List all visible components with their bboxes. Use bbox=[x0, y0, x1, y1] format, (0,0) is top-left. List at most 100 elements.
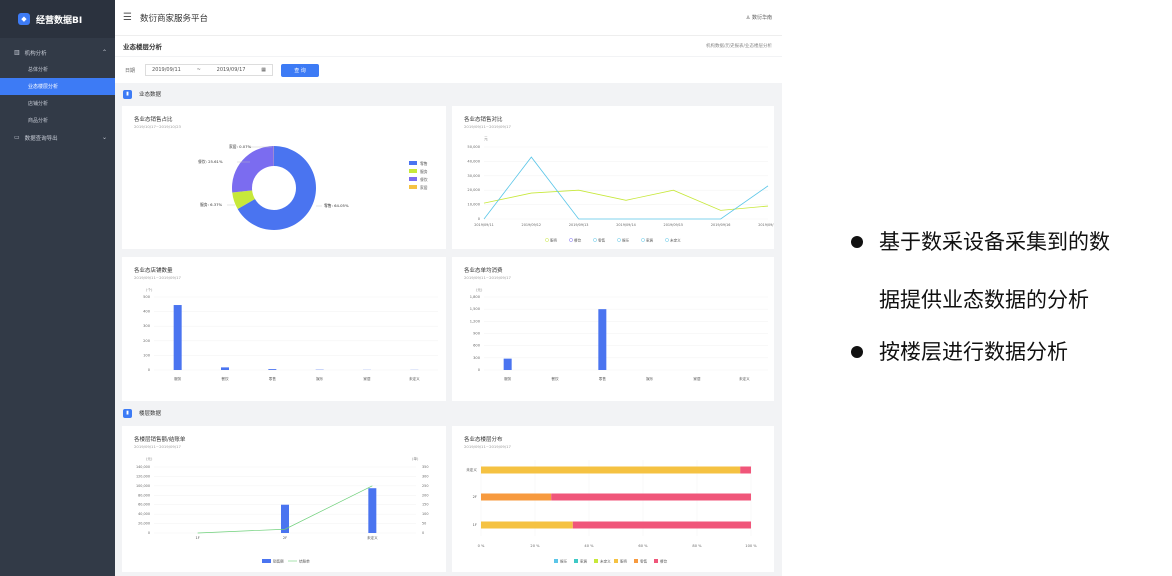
bullet-text: 按楼层进行数据分析 bbox=[879, 340, 1068, 364]
legend-label: 娱乐 bbox=[560, 559, 568, 564]
end-date[interactable]: 2019/09/17 bbox=[216, 67, 246, 73]
legend-label: 餐饮 bbox=[574, 238, 582, 243]
bullet-dot bbox=[851, 236, 863, 248]
sidebar-item-goods[interactable]: 商品分析 bbox=[28, 118, 49, 124]
x-tick-label: 零售 bbox=[599, 376, 607, 381]
y-tick-label: 30,000 bbox=[467, 174, 480, 178]
sidebar-group-analysis[interactable]: ▥ 机构分析 ⌃ bbox=[0, 44, 115, 61]
card-title: 各业态销售对比 bbox=[464, 117, 503, 123]
legend-label: 家居 bbox=[580, 559, 588, 564]
legend-marker bbox=[665, 238, 669, 242]
bullet-notes: 基于数采设备采集到的数 据提供业态数据的分析 按楼层进行数据分析 bbox=[850, 228, 1170, 366]
date-label: 日期 bbox=[125, 67, 136, 74]
x-tick-label: 零售 bbox=[269, 376, 277, 381]
user-menu[interactable]: ♙ 数衍华南 bbox=[745, 15, 772, 21]
legend-label: 零售 bbox=[420, 161, 428, 166]
axis-unit: 元 bbox=[484, 136, 488, 141]
date-range-picker[interactable]: 2019/09/11 ~2019/09/17 ▦ bbox=[145, 64, 274, 76]
legend-label: 家居 bbox=[420, 185, 428, 190]
series-line bbox=[197, 485, 373, 534]
x-tick-label: 0 % bbox=[478, 544, 485, 548]
line-card: 各业态销售对比 2019/09/11~2019/09/17 元 50,000 40,… bbox=[452, 106, 774, 249]
slice-label: 家居: 0.07% bbox=[229, 144, 252, 149]
card-title: 各业态楼层分布 bbox=[464, 437, 503, 443]
donut-slice bbox=[232, 190, 255, 210]
section-floor-header: ▮ 楼层数据 bbox=[115, 402, 161, 424]
y-right-tick-label: 300 bbox=[422, 474, 428, 478]
start-date[interactable]: 2019/09/11 bbox=[152, 67, 181, 73]
chart-icon: ▥ bbox=[14, 49, 20, 56]
series-line bbox=[483, 189, 769, 211]
avg-card: 各业态单均消费 2019/09/11~2019/09/17 (元) 1,800 1,… bbox=[452, 257, 774, 401]
x-tick-label: 100 % bbox=[745, 544, 757, 548]
y-right-tick-label: 150 bbox=[422, 503, 428, 507]
legend-marker bbox=[593, 238, 597, 242]
sidebar-item-format-floor[interactable]: 业态楼层分析 bbox=[0, 78, 115, 95]
bar-segment bbox=[481, 466, 741, 474]
x-tick-label: 服务 bbox=[504, 376, 512, 381]
bar bbox=[281, 504, 289, 533]
legend-swatch bbox=[409, 169, 417, 173]
y-tick-label: 100,000 bbox=[136, 484, 150, 488]
y-right-tick-label: 100 bbox=[422, 512, 428, 516]
query-button[interactable]: 查 询 bbox=[281, 63, 320, 77]
donut-slice bbox=[237, 146, 316, 230]
legend-label: 服务 bbox=[550, 238, 558, 243]
legend-label: 餐饮 bbox=[660, 559, 668, 564]
legend-label: 零售 bbox=[598, 238, 606, 243]
x-tick-label: 未定义 bbox=[739, 376, 750, 381]
legend-label: 娱乐 bbox=[622, 238, 630, 243]
y-tick-label: 20,000 bbox=[467, 188, 480, 192]
legend-label: 结账单 bbox=[299, 559, 310, 564]
donut-card: 各业态销售占比 2019/10/17~2019/10/23 家居: 0.07% 餐… bbox=[122, 106, 446, 249]
legend-swatch bbox=[554, 559, 558, 563]
app-logo[interactable]: ◆ 经营数据BI bbox=[0, 0, 115, 38]
x-tick-label: 2F bbox=[283, 536, 287, 540]
x-tick-label: 40 % bbox=[584, 544, 594, 548]
section-title: 楼层数据 bbox=[139, 411, 162, 417]
legend-label: 家居 bbox=[646, 238, 654, 243]
x-tick-label: 家居 bbox=[363, 376, 371, 381]
y-right-tick-label: 350 bbox=[422, 465, 428, 469]
card-subtitle: 2019/10/17~2019/10/23 bbox=[134, 124, 181, 129]
x-tick-label: 餐饮 bbox=[551, 376, 559, 381]
legend-label: 服务 bbox=[420, 169, 428, 174]
legend-marker bbox=[641, 238, 645, 242]
floor-sales-chart: (元) (单) 140,000 120,000 100,000 80,000 60,000 4… bbox=[136, 456, 429, 564]
y-tick-label: 2F bbox=[473, 495, 477, 499]
x-tick-label: 服务 bbox=[174, 376, 182, 381]
bullet-item: 基于数采设备采集到的数 据提供业态数据的分析 bbox=[850, 228, 1170, 314]
x-tick-label: 2019/09/13 bbox=[569, 223, 589, 227]
y-tick-label: 0 bbox=[478, 217, 481, 221]
range-separator: ~ bbox=[196, 67, 201, 73]
y-tick-label: 80,000 bbox=[138, 493, 150, 497]
card-subtitle: 2019/09/11~2019/09/17 bbox=[464, 124, 511, 129]
folder-icon: ▭ bbox=[14, 134, 20, 141]
sidebar-item-store[interactable]: 店铺分析 bbox=[28, 101, 49, 107]
bar-segment bbox=[551, 493, 751, 501]
legend-label: 未定义 bbox=[670, 238, 681, 243]
card-title: 各业态销售占比 bbox=[134, 117, 173, 123]
x-tick-label: 2019/09/15 bbox=[664, 223, 684, 227]
y-tick-label: 0 bbox=[148, 368, 151, 372]
sidebar-group-export[interactable]: ▭ 数据查询导出 ⌄ bbox=[0, 129, 115, 146]
y-right-tick-label: 250 bbox=[422, 484, 428, 488]
legend-swatch bbox=[574, 559, 578, 563]
axis-unit: (单) bbox=[412, 456, 419, 461]
page-header: 业态楼层分析 机构数据/历史报表/业态楼层分析 bbox=[115, 36, 782, 56]
sidebar-item-overall[interactable]: 总体分析 bbox=[28, 67, 49, 73]
stores-bar-chart: (个) 500 400 300 200 100 0 服务 餐饮 零售 娱乐 家居 未定义 bbox=[143, 287, 438, 381]
bullet-dot bbox=[851, 346, 863, 358]
legend-swatch bbox=[654, 559, 658, 563]
menu-icon[interactable]: ☰ bbox=[123, 12, 132, 23]
x-tick-label: 未定义 bbox=[409, 376, 420, 381]
y-tick-label: 900 bbox=[473, 332, 481, 336]
breadcrumb[interactable]: 机构数据/历史报表/业态楼层分析 bbox=[705, 44, 772, 49]
y-tick-label: 40,000 bbox=[138, 512, 150, 516]
x-tick-label: 1F bbox=[195, 536, 199, 540]
sidebar: ◆ 经营数据BI ▥ 机构分析 ⌃ 总体分析 业态楼层分析 店铺分析 商品分析 ▭ 数据… bbox=[0, 0, 115, 576]
x-tick-label: 80 % bbox=[692, 544, 702, 548]
y-tick-label: 10,000 bbox=[467, 203, 480, 207]
bar-segment bbox=[572, 521, 751, 529]
